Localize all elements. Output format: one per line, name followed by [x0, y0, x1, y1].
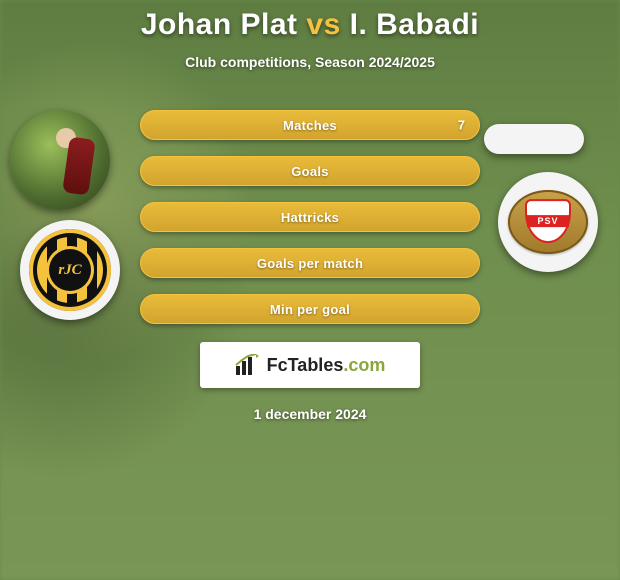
subtitle: Club competitions, Season 2024/2025: [0, 54, 620, 70]
stat-row-matches: Matches 7: [140, 110, 480, 140]
stat-value: 7: [458, 118, 465, 133]
title-player2: I. Babadi: [350, 8, 480, 41]
stat-row-hattricks: Hattricks: [140, 202, 480, 232]
psv-shield-text: PSV: [527, 215, 569, 227]
stat-row-min-per-goal: Min per goal: [140, 294, 480, 324]
player1-photo-badge: [10, 110, 110, 210]
player2-club-badge: PSV: [498, 172, 598, 272]
psv-crest: PSV: [508, 190, 588, 254]
stat-label: Hattricks: [281, 210, 339, 225]
stats-list: Matches 7 Goals Hattricks Goals per matc…: [140, 110, 480, 324]
stat-label: Goals per match: [257, 256, 363, 271]
brand-box: FcTables.com: [200, 342, 420, 388]
stat-label: Matches: [283, 118, 337, 133]
chart-bars-icon: [235, 354, 261, 376]
brand-main: FcTables: [267, 355, 344, 375]
stat-label: Min per goal: [270, 302, 350, 317]
player2-photo-badge: [484, 124, 584, 154]
roda-jc-crest: [29, 229, 111, 311]
stat-label: Goals: [291, 164, 329, 179]
page-title: Johan Plat vs I. Babadi: [0, 8, 620, 42]
date-label: 1 december 2024: [0, 406, 620, 422]
player1-club-badge: [20, 220, 120, 320]
infographic-container: Johan Plat vs I. Babadi Club competition…: [0, 0, 620, 580]
title-vs: vs: [306, 8, 340, 41]
stat-row-goals-per-match: Goals per match: [140, 248, 480, 278]
title-player1: Johan Plat: [141, 8, 298, 41]
brand-text: FcTables.com: [267, 355, 386, 376]
stat-row-goals: Goals: [140, 156, 480, 186]
brand-domain: .com: [343, 355, 385, 375]
